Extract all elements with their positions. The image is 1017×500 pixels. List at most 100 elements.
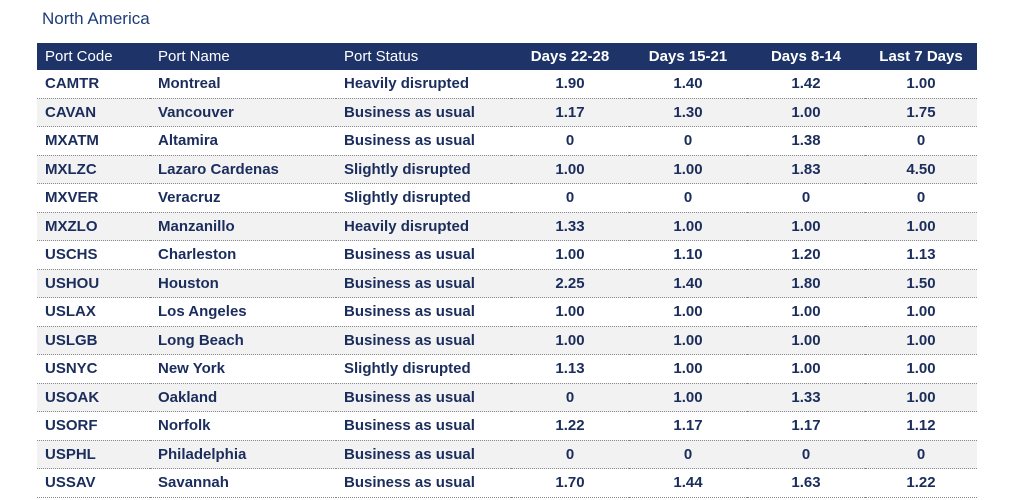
table-cell: USHOU — [37, 269, 150, 298]
table-cell: 1.33 — [747, 383, 865, 412]
table-cell: 0 — [511, 126, 629, 156]
table-cell: USPHL — [37, 440, 150, 469]
table-cell: Slightly disrupted — [336, 354, 511, 384]
table-cell: 1.00 — [747, 297, 865, 327]
table-cell: 0 — [511, 383, 629, 412]
table-cell: Heavily disrupted — [336, 70, 511, 99]
table-row: USNYC New York Slightly disrupted 1.13 1.00 1… — [37, 354, 977, 384]
table-cell: Business as usual — [336, 440, 511, 469]
table-cell: 1.00 — [865, 354, 977, 384]
table-cell: 1.00 — [865, 383, 977, 412]
table-cell: 0 — [629, 183, 747, 213]
table-cell: Business as usual — [336, 98, 511, 127]
table-cell: 1.00 — [865, 297, 977, 327]
region-title: North America — [42, 9, 150, 28]
table-cell: 1.40 — [629, 269, 747, 298]
table-cell: USLGB — [37, 326, 150, 355]
column-header: Last 7 Days — [865, 43, 977, 70]
table-cell: 1.00 — [629, 155, 747, 184]
table-cell: 1.12 — [865, 411, 977, 441]
table-cell: 1.44 — [629, 468, 747, 498]
table-cell: 0 — [747, 183, 865, 213]
table-cell: CAMTR — [37, 70, 150, 99]
table-cell: Business as usual — [336, 297, 511, 327]
table-cell: 1.17 — [511, 98, 629, 127]
table-cell: USSAV — [37, 468, 150, 498]
table-cell: 1.30 — [629, 98, 747, 127]
table-cell: Veracruz — [150, 183, 336, 213]
table-cell: 1.42 — [747, 70, 865, 99]
table-cell: 0 — [865, 440, 977, 469]
table-cell: 1.40 — [629, 70, 747, 99]
table-cell: 1.00 — [747, 326, 865, 355]
table-cell: 0 — [865, 126, 977, 156]
table-cell: 1.00 — [511, 155, 629, 184]
table-cell: 4.50 — [865, 155, 977, 184]
table-cell: CAVAN — [37, 98, 150, 127]
table-cell: 1.75 — [865, 98, 977, 127]
table-cell: USNYC — [37, 354, 150, 384]
table-row: USCHS Charleston Business as usual 1.00 1.10… — [37, 240, 977, 270]
table-cell: 0 — [865, 183, 977, 213]
column-header: Port Code — [37, 43, 150, 70]
table-cell: 1.90 — [511, 70, 629, 99]
table-cell: Long Beach — [150, 326, 336, 355]
table-cell: 1.00 — [865, 212, 977, 241]
table-cell: Business as usual — [336, 468, 511, 498]
table-cell: 1.00 — [747, 98, 865, 127]
table-cell: 1.00 — [629, 383, 747, 412]
table-row: USLAX Los Angeles Business as usual 1.00 1.0… — [37, 297, 977, 327]
table-cell: USORF — [37, 411, 150, 441]
table-cell: Slightly disrupted — [336, 183, 511, 213]
table-cell: Business as usual — [336, 240, 511, 270]
table-cell: 0 — [629, 126, 747, 156]
table-cell: 1.80 — [747, 269, 865, 298]
table-cell: 1.17 — [747, 411, 865, 441]
table-cell: 1.00 — [629, 212, 747, 241]
table-row: MXVER Veracruz Slightly disrupted 0 0 0 0 — [37, 183, 977, 213]
table-body: CAMTR Montreal Heavily disrupted 1.90 1.40 1.… — [37, 70, 977, 498]
table-row: USLGB Long Beach Business as usual 1.00 1.00… — [37, 326, 977, 355]
column-header: Days 15-21 — [629, 43, 747, 70]
table-cell: Altamira — [150, 126, 336, 156]
table-cell: Charleston — [150, 240, 336, 270]
table-cell: 1.17 — [629, 411, 747, 441]
header-row: Port Code Port Name Port Status Days 22-28 D… — [37, 43, 977, 70]
table-cell: Business as usual — [336, 383, 511, 412]
table-cell: 1.70 — [511, 468, 629, 498]
table-row: CAVAN Vancouver Business as usual 1.17 1.30 1… — [37, 98, 977, 127]
table-cell: Savannah — [150, 468, 336, 498]
table-cell: 1.00 — [865, 70, 977, 99]
table-cell: 1.38 — [747, 126, 865, 156]
column-header: Days 22-28 — [511, 43, 629, 70]
table-row: USOAK Oakland Business as usual 0 1.00 1.33 1.… — [37, 383, 977, 412]
table-cell: 1.50 — [865, 269, 977, 298]
table-cell: Houston — [150, 269, 336, 298]
table-cell: 1.20 — [747, 240, 865, 270]
table-cell: 1.22 — [511, 411, 629, 441]
table-cell: Los Angeles — [150, 297, 336, 327]
table-cell: MXZLO — [37, 212, 150, 241]
table-cell: MXVER — [37, 183, 150, 213]
table-row: MXATM Altamira Business as usual 0 0 1.38 0 — [37, 126, 977, 156]
table-cell: Lazaro Cardenas — [150, 155, 336, 184]
table-cell: Montreal — [150, 70, 336, 99]
table-cell: USLAX — [37, 297, 150, 327]
table-cell: Business as usual — [336, 269, 511, 298]
table-cell: 1.00 — [747, 212, 865, 241]
table-cell: 2.25 — [511, 269, 629, 298]
table-cell: 0 — [747, 440, 865, 469]
table-cell: MXLZC — [37, 155, 150, 184]
column-header: Days 8-14 — [747, 43, 865, 70]
table-cell: 0 — [629, 440, 747, 469]
table-row: USSAV Savannah Business as usual 1.70 1.44 1.… — [37, 468, 977, 498]
table-cell: 1.00 — [629, 297, 747, 327]
table-cell: Philadelphia — [150, 440, 336, 469]
table-cell: Norfolk — [150, 411, 336, 441]
table-cell: USOAK — [37, 383, 150, 412]
table-cell: Vancouver — [150, 98, 336, 127]
table-cell: New York — [150, 354, 336, 384]
table-cell: Slightly disrupted — [336, 155, 511, 184]
table-cell: 1.22 — [865, 468, 977, 498]
table-cell: 1.13 — [511, 354, 629, 384]
